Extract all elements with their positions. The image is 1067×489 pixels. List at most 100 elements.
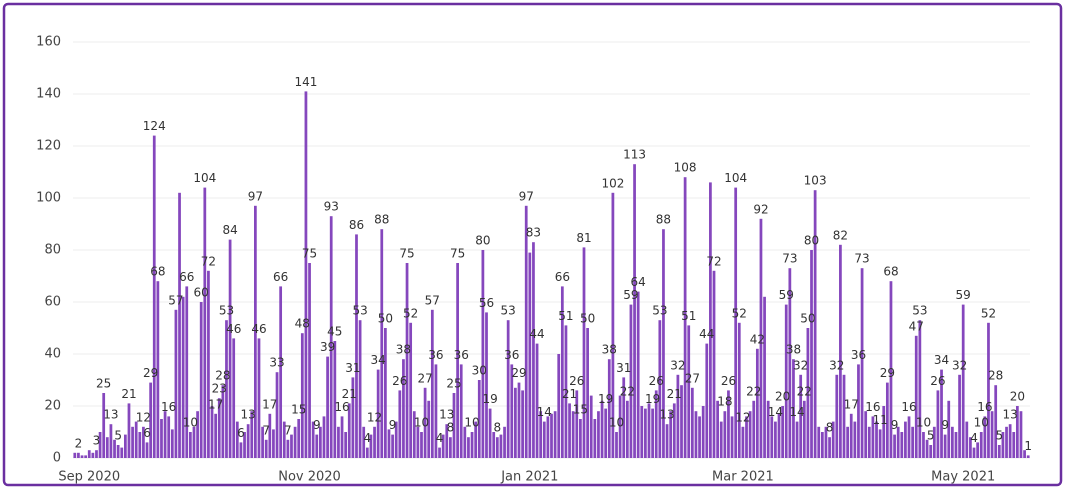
data-label: 27 [685,371,700,385]
data-label: 10 [609,416,624,430]
bar [860,268,864,458]
bar [835,374,839,458]
data-label: 93 [324,200,339,214]
data-label: 53 [652,304,667,318]
bar [781,406,784,458]
bar [929,445,933,458]
data-label: 13 [439,408,454,422]
bar [279,286,283,458]
bar [113,439,116,458]
bar [662,229,665,458]
bar [358,320,362,458]
data-label: 66 [555,270,570,284]
bar [337,426,340,458]
bar [817,426,821,458]
data-label: 14 [768,405,783,419]
bar [680,385,683,458]
data-label: 82 [833,228,848,242]
bar [192,426,196,458]
bar [438,447,441,458]
bar [430,309,434,458]
bar [329,216,333,458]
bar [123,434,127,458]
data-label: 16 [977,400,992,414]
bar [293,426,297,458]
data-label: 17 [844,397,859,411]
data-label: 26 [930,374,945,388]
data-label: 68 [883,265,898,279]
bar [239,442,243,458]
data-label: 5 [927,429,935,443]
data-label: 1 [1024,439,1032,453]
bar [615,432,618,458]
data-label: 25 [446,377,461,391]
bar [810,250,813,458]
data-label: 6 [143,426,151,440]
bar [560,286,564,458]
data-label: 12 [136,410,151,424]
bar [589,395,593,458]
bar [990,411,994,458]
bar [824,426,828,458]
data-label: 10 [414,416,429,430]
bar [1012,432,1016,458]
bar [217,398,221,458]
data-label: 9 [389,418,397,432]
bar [979,432,983,458]
bar [690,387,694,458]
bar [160,419,163,458]
bar [875,421,878,458]
data-label: 11 [872,413,887,427]
bar [622,377,626,458]
bar [109,424,113,458]
bar [214,413,218,458]
bar [828,437,831,458]
bar [380,229,384,458]
bar [514,387,517,458]
data-label: 38 [602,343,617,357]
data-label: 38 [786,343,801,357]
bar [542,421,546,458]
data-label: 20 [775,390,790,404]
bar [701,406,705,458]
data-label: 8 [826,421,834,435]
bar [98,432,102,458]
bar [813,190,817,458]
data-label: 53 [219,304,234,318]
data-label: 64 [631,275,646,289]
bar [456,263,459,458]
bar [87,450,91,458]
data-label: 36 [851,348,866,362]
bar [315,434,319,458]
data-label: 8 [494,421,502,435]
data-label: 17 [262,397,277,411]
data-label: 10 [916,416,931,430]
bar [272,429,275,458]
bar [445,424,449,458]
bar [849,413,853,458]
bar [387,429,391,458]
bar [759,218,763,458]
bar [420,432,423,458]
data-label: 46 [251,322,266,336]
bar [777,413,781,458]
bar [495,437,499,458]
data-label: 86 [349,218,364,232]
bar [600,400,604,458]
bar [997,445,1001,458]
bar [867,426,871,458]
data-label: 59 [956,288,971,302]
bar [1001,432,1005,458]
bar [763,296,766,458]
data-label: 52 [732,306,747,320]
bar [546,416,550,458]
data-label: 81 [576,231,591,245]
data-label: 66 [179,270,194,284]
data-label: 38 [396,343,411,357]
bar [409,322,413,458]
bar [593,419,597,458]
data-label: 13 [103,408,118,422]
bar [423,387,427,458]
data-label: 10 [464,416,479,430]
